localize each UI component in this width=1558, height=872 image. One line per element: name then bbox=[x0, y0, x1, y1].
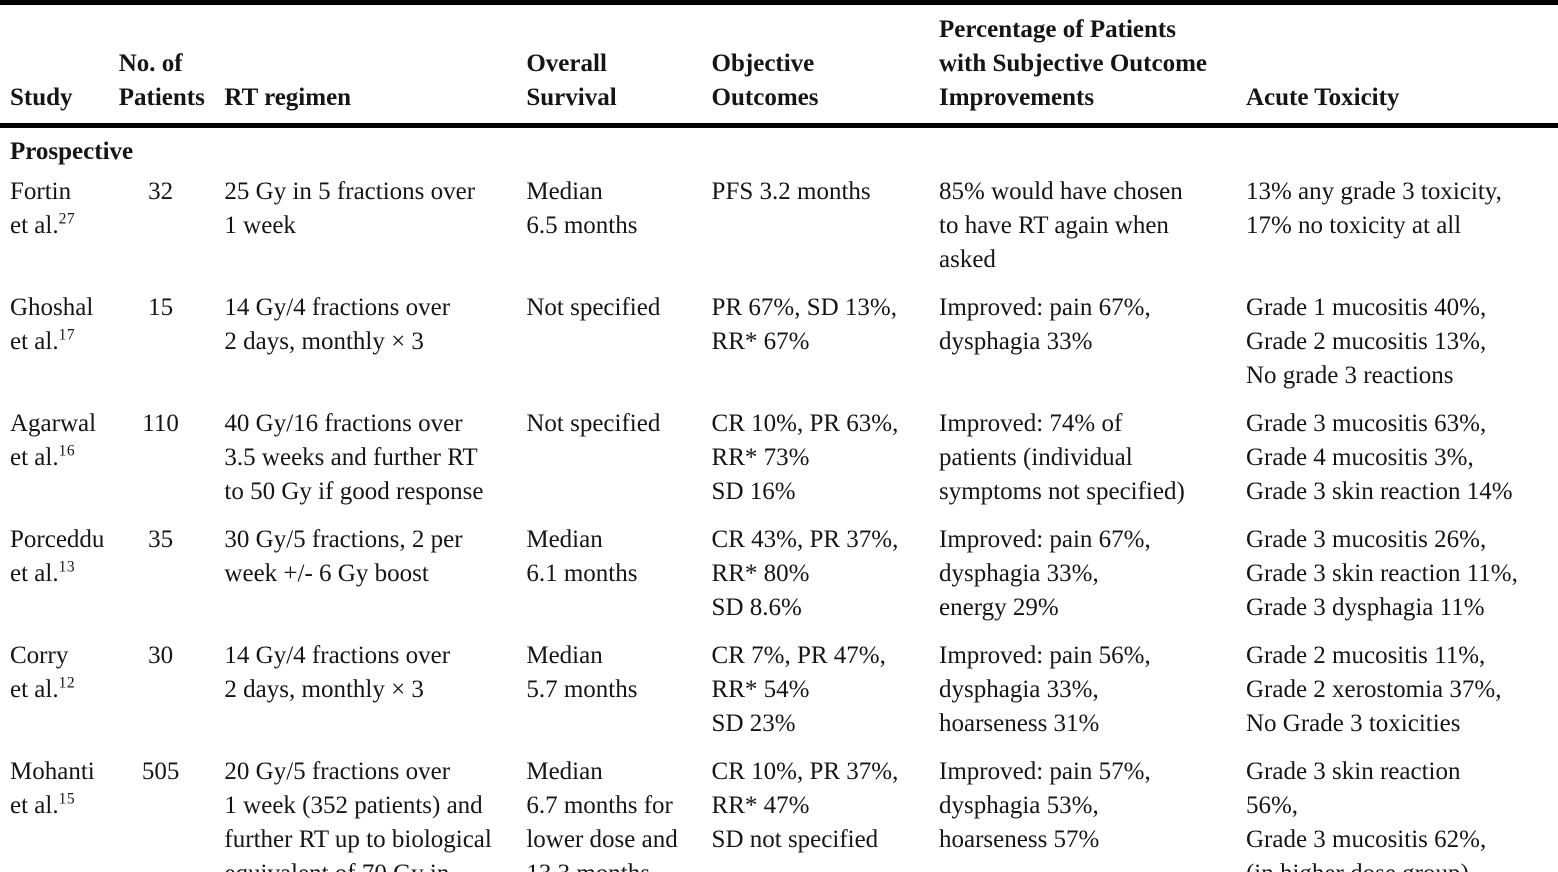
study-name: Fortin bbox=[10, 178, 72, 205]
study-cell: Mohanti et al.15 bbox=[0, 749, 119, 872]
reference-number: 13 bbox=[58, 558, 76, 576]
col-header-subjective: Percentage of Patients with Subjective O… bbox=[939, 2, 1246, 128]
col-header-study: Study bbox=[0, 2, 119, 128]
table-body: Prospective Fortin et al.27 32 25 Gy in 5… bbox=[0, 126, 1558, 872]
study-name: Mohanti bbox=[10, 758, 95, 785]
study-name: Agarwal bbox=[10, 410, 97, 437]
study-name: Porceddu bbox=[10, 526, 105, 553]
toxicity-cell: Grade 1 mucositis 40%, Grade 2 mucositis… bbox=[1245, 294, 1487, 389]
reference-number: 16 bbox=[58, 442, 76, 460]
header-row: Study No. of Patients RT regimen Overall… bbox=[0, 2, 1558, 128]
reference-number: 12 bbox=[58, 674, 76, 692]
study-cell: Fortin et al.27 bbox=[0, 169, 119, 285]
survival-cell: Not specified bbox=[526, 410, 661, 437]
col-header-regimen: RT regimen bbox=[224, 2, 527, 128]
regimen-cell: 25 Gy in 5 fractions over 1 week bbox=[224, 178, 476, 239]
objective-cell: CR 10%, PR 63%, RR* 73% SD 16% bbox=[711, 410, 899, 505]
study-cell: Corry et al.12 bbox=[0, 633, 119, 749]
toxicity-cell: 13% any grade 3 toxicity, 17% no toxicit… bbox=[1245, 178, 1502, 239]
col-header-survival: Overall Survival bbox=[526, 2, 712, 128]
study-etal: et al. bbox=[10, 444, 59, 471]
survival-cell: Median 6.7 months for lower dose and 13.… bbox=[526, 758, 678, 872]
study-cell: Ghoshal et al.17 bbox=[0, 285, 119, 401]
study-etal: et al. bbox=[10, 676, 59, 703]
regimen-cell: 14 Gy/4 fractions over 2 days, monthly ×… bbox=[224, 642, 451, 703]
subjective-cell: Improved: pain 56%, dysphagia 33%, hoars… bbox=[939, 642, 1151, 737]
patients-cell: 110 bbox=[142, 410, 179, 437]
objective-cell: CR 7%, PR 47%, RR* 54% SD 23% bbox=[711, 642, 886, 737]
study-etal: et al. bbox=[10, 328, 59, 355]
toxicity-cell: Grade 2 mucositis 11%, Grade 2 xerostomi… bbox=[1245, 642, 1502, 737]
patients-cell: 35 bbox=[148, 526, 174, 553]
table-row-corry: Corry et al.12 30 14 Gy/4 fractions over … bbox=[0, 633, 1558, 749]
reference-number: 15 bbox=[58, 790, 76, 808]
regimen-cell: 14 Gy/4 fractions over 2 days, monthly ×… bbox=[224, 294, 451, 355]
toxicity-cell: Grade 3 skin reaction 56%, Grade 3 mucos… bbox=[1245, 758, 1487, 872]
study-etal: et al. bbox=[10, 792, 59, 819]
study-cell: Porceddu et al.13 bbox=[0, 517, 119, 633]
survival-cell: Median 5.7 months bbox=[526, 642, 638, 703]
objective-cell: CR 10%, PR 37%, RR* 47% SD not specified bbox=[711, 758, 899, 853]
reference-number: 17 bbox=[58, 326, 76, 344]
study-name: Ghoshal bbox=[10, 294, 94, 321]
patients-cell: 505 bbox=[141, 758, 180, 785]
section-label: Prospective bbox=[10, 138, 134, 165]
table-header: Study No. of Patients RT regimen Overall… bbox=[0, 2, 1558, 128]
objective-cell: CR 43%, PR 37%, RR* 80% SD 8.6% bbox=[711, 526, 899, 621]
table-row-mohanti: Mohanti et al.15 505 20 Gy/5 fractions ov… bbox=[0, 749, 1558, 872]
subjective-cell: Improved: pain 57%, dysphagia 53%, hoars… bbox=[939, 758, 1151, 853]
regimen-cell: 30 Gy/5 fractions, 2 per week +/- 6 Gy b… bbox=[224, 526, 463, 587]
col-header-patients: No. of Patients bbox=[118, 2, 225, 128]
survival-cell: Not specified bbox=[526, 294, 661, 321]
toxicity-cell: Grade 3 mucositis 63%, Grade 4 mucositis… bbox=[1245, 410, 1513, 505]
patients-cell: 32 bbox=[148, 178, 174, 205]
toxicity-cell: Grade 3 mucositis 26%, Grade 3 skin reac… bbox=[1245, 526, 1518, 621]
subjective-cell: Improved: 74% of patients (individual sy… bbox=[939, 410, 1185, 505]
study-cell: Agarwal et al.16 bbox=[0, 401, 119, 517]
patients-cell: 30 bbox=[148, 642, 174, 669]
subjective-cell: Improved: pain 67%, dysphagia 33%, energ… bbox=[939, 526, 1151, 621]
survival-cell: Median 6.1 months bbox=[526, 526, 638, 587]
table-row-ghoshal: Ghoshal et al.17 15 14 Gy/4 fractions ove… bbox=[0, 285, 1558, 401]
table-row-fortin: Fortin et al.27 32 25 Gy in 5 fractions o… bbox=[0, 169, 1558, 285]
regimen-cell: 40 Gy/16 fractions over 3.5 weeks and fu… bbox=[224, 410, 484, 505]
survival-cell: Median 6.5 months bbox=[526, 178, 638, 239]
patients-cell: 15 bbox=[148, 294, 174, 321]
objective-cell: PFS 3.2 months bbox=[711, 178, 871, 205]
section-row: Prospective bbox=[0, 126, 1558, 170]
objective-cell: PR 67%, SD 13%, RR* 67% bbox=[711, 294, 897, 355]
study-etal: et al. bbox=[10, 560, 59, 587]
reference-number: 27 bbox=[58, 210, 76, 228]
regimen-cell: 20 Gy/5 fractions over 1 week (352 patie… bbox=[224, 758, 492, 872]
study-name: Corry bbox=[10, 642, 69, 669]
table-row-agarwal: Agarwal et al.16 110 40 Gy/16 fractions o… bbox=[0, 401, 1558, 517]
study-etal: et al. bbox=[10, 212, 59, 239]
subjective-cell: 85% would have chosen to have RT again w… bbox=[939, 178, 1183, 273]
table-row-porceddu: Porceddu et al.13 35 30 Gy/5 fractions, 2… bbox=[0, 517, 1558, 633]
col-header-objective: Objective Outcomes bbox=[711, 2, 939, 128]
col-header-toxicity: Acute Toxicity bbox=[1245, 2, 1558, 128]
subjective-cell: Improved: pain 67%, dysphagia 33% bbox=[939, 294, 1151, 355]
